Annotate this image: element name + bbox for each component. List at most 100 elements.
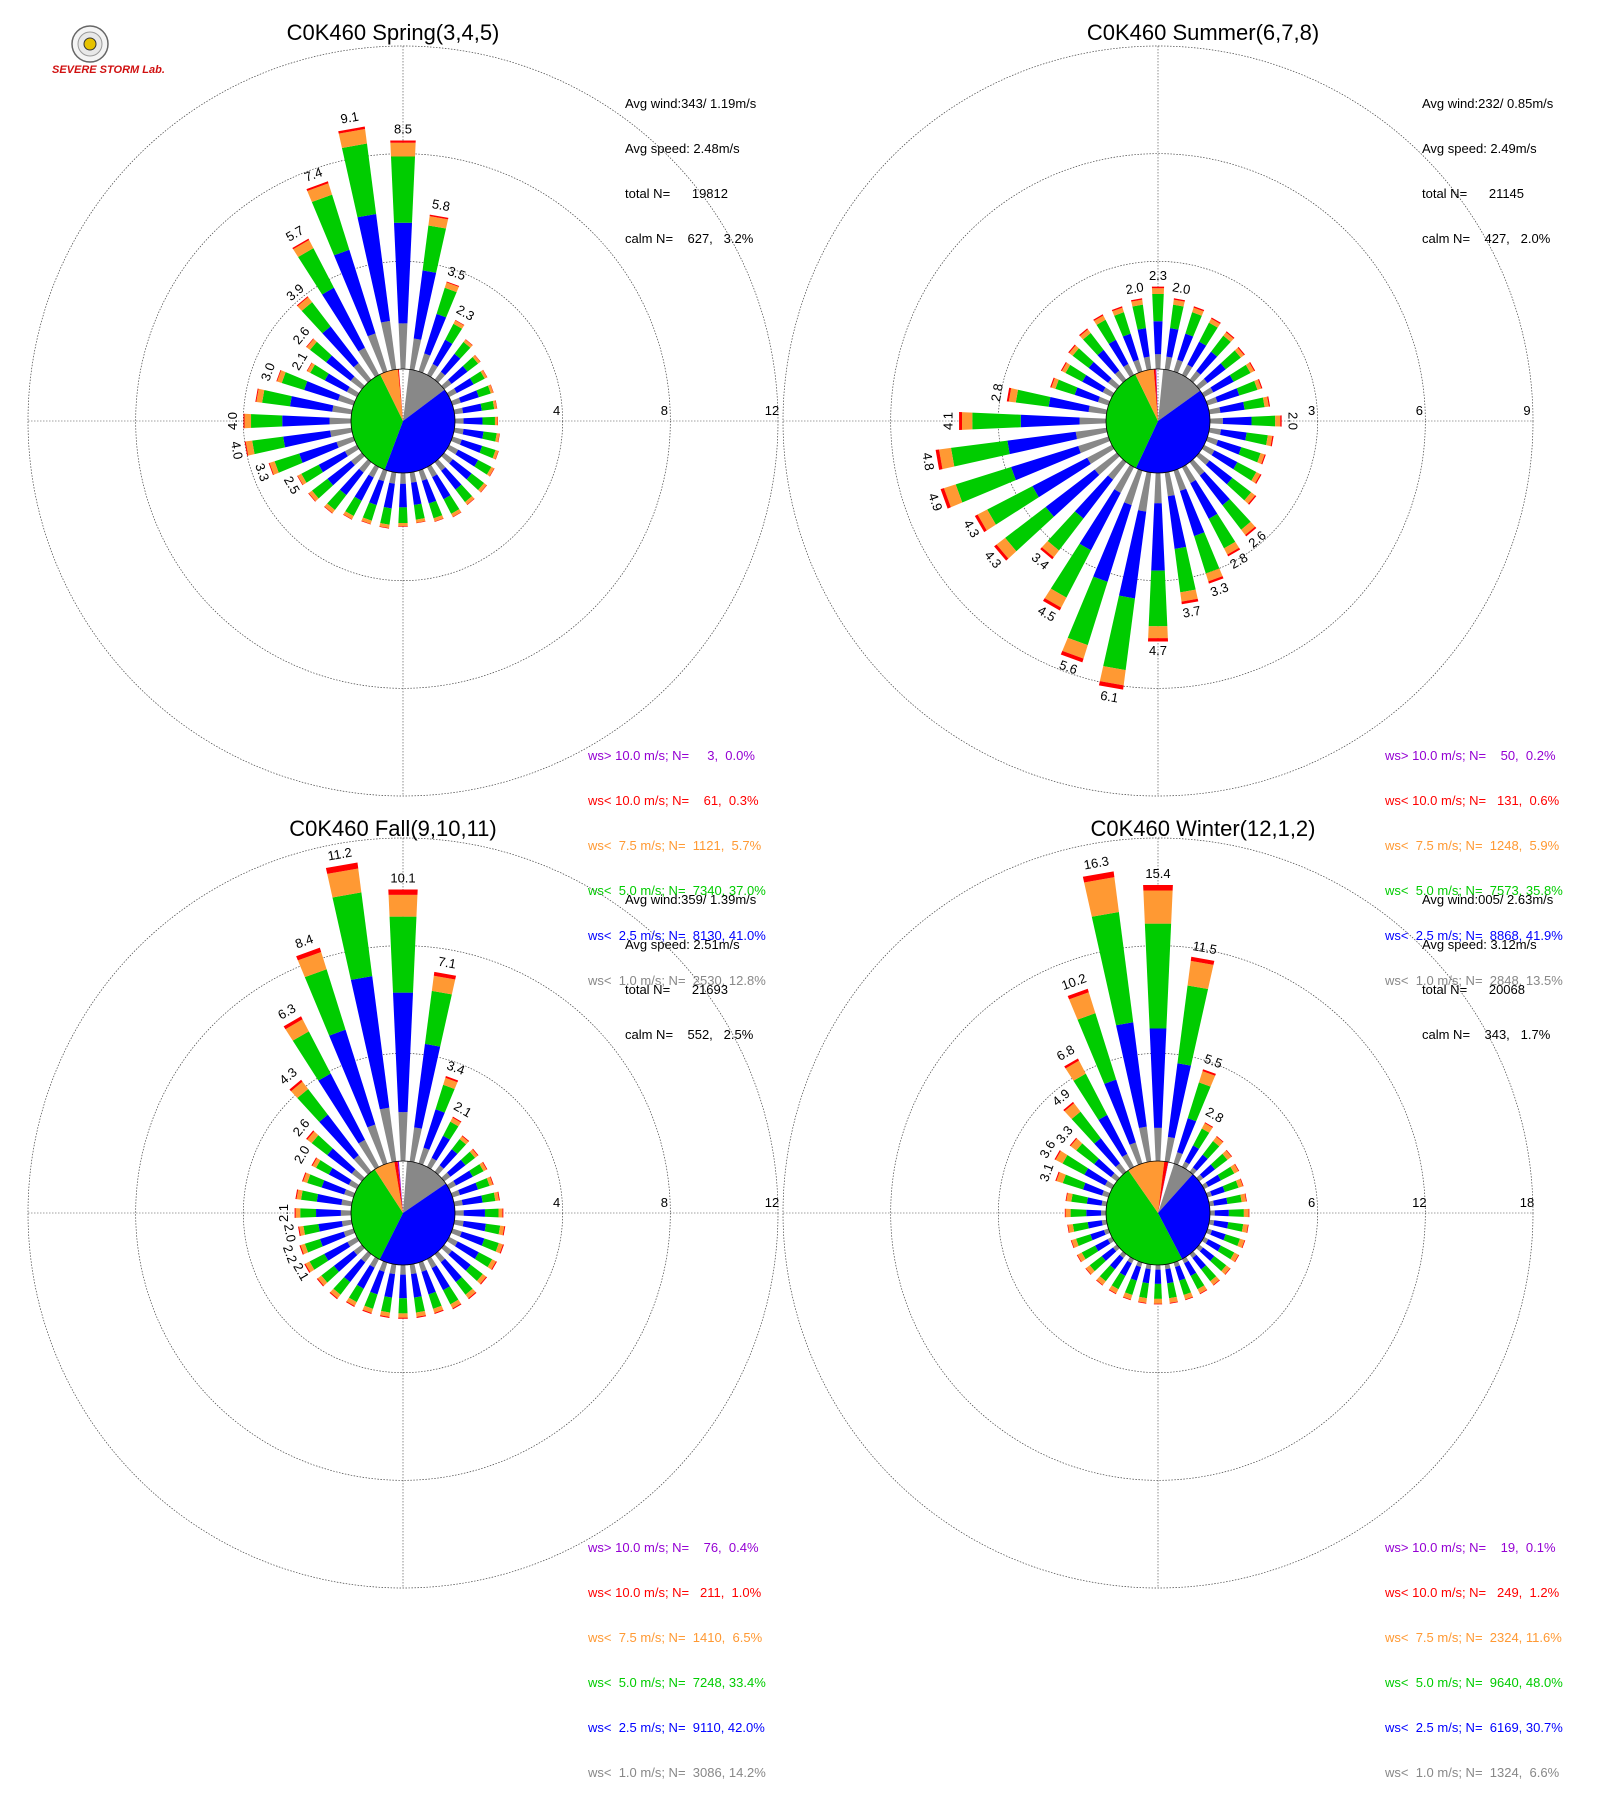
rose-bar-segment <box>282 372 308 390</box>
rose-bar-segment <box>1083 1183 1104 1196</box>
rose-bar-segment <box>1174 469 1187 491</box>
rose-bar-segment <box>1071 1194 1088 1204</box>
rose-bar-segment <box>411 1273 422 1297</box>
bar-value-label: 3.1 <box>1036 1161 1056 1183</box>
rose-bar-segment <box>1125 1279 1137 1296</box>
rose-bar-segment <box>398 507 407 523</box>
rose-bar-segment <box>1165 1137 1175 1162</box>
rose-bar-segment <box>1174 360 1183 373</box>
bar-value-label: 4.0 <box>228 440 246 460</box>
rose-bar-segment <box>1210 1210 1215 1215</box>
rose-bar-segment <box>1139 1127 1151 1163</box>
rose-bar-segment <box>455 1210 464 1216</box>
rose-bar-segment <box>388 889 417 894</box>
ring-tick-label: 8 <box>661 1195 668 1210</box>
rose-bar-segment <box>972 413 1021 430</box>
rose-bar-segment <box>1216 388 1240 402</box>
bar-value-label: 11.5 <box>1191 938 1218 957</box>
rose-bar-segment <box>317 1194 343 1205</box>
rose-bar-segment <box>1133 360 1142 373</box>
rose-bar-segment <box>1114 312 1130 336</box>
rose-bar-segment <box>1066 1209 1071 1217</box>
rose-bar-segment <box>1153 321 1162 354</box>
rose-bar-segment <box>1223 417 1252 425</box>
rose-bar-segment <box>398 526 408 527</box>
rose-bar-segment <box>464 1209 485 1216</box>
rose-bar-segment <box>398 1318 408 1319</box>
rose-bar-segment <box>391 156 415 222</box>
rose-bar-segment <box>1063 1175 1086 1190</box>
rose-bar-segment <box>1088 406 1107 415</box>
rose-bar-segment <box>1243 398 1264 410</box>
rose-bar-segment <box>369 479 384 505</box>
rose-bar-segment <box>379 469 388 481</box>
rose-bar-segment <box>399 1275 407 1299</box>
rose-bar-segment <box>1154 1304 1162 1305</box>
rose-bar-segment <box>410 1127 422 1162</box>
rose-bar-segment <box>283 430 331 447</box>
rose-bar-segment <box>400 1265 406 1275</box>
rose-bar-segment <box>1155 1270 1161 1284</box>
bar-value-label: 6.8 <box>1054 1042 1077 1064</box>
bar-value-label: 2.0 <box>281 1223 299 1243</box>
rose-bar-segment <box>394 223 412 324</box>
rose-bar-segment <box>338 395 355 406</box>
rose-bar-segment <box>454 378 474 393</box>
rose-bar-segment <box>1165 1268 1173 1283</box>
rose-bar-segment <box>427 364 438 377</box>
rose-bar-segment <box>298 248 334 294</box>
rose-bar-segment <box>429 1292 442 1309</box>
rose-bar-segment <box>1154 473 1161 503</box>
rose-bar-segment <box>502 1208 503 1217</box>
rose-bar-segment <box>332 405 352 414</box>
bar-value-label: 4.1 <box>940 412 955 430</box>
rose-bar-segment <box>410 472 417 483</box>
ring-tick-label: 6 <box>1308 1195 1315 1210</box>
rose-bar-segment <box>1210 418 1223 424</box>
rose-bar-segment <box>1199 323 1218 346</box>
rose-bar-segment <box>399 484 407 508</box>
rose-bar-segment <box>495 417 498 426</box>
bar-value-label: 4.0 <box>225 412 240 430</box>
rose-bar-segment <box>1152 287 1164 289</box>
rose-bar-segment <box>1206 397 1217 405</box>
rose-bar-segment <box>1222 499 1250 530</box>
rose-bar-segment <box>245 414 251 428</box>
rose-bar-segment <box>342 144 376 218</box>
bar-value-label: 8.5 <box>394 122 412 137</box>
ring-tick-label: 12 <box>765 1195 779 1210</box>
rose-bar-segment <box>1206 1175 1221 1187</box>
rose-bar-segment <box>1080 417 1106 424</box>
bar-value-label: 7.1 <box>437 954 457 972</box>
bar-value-label: 2.3 <box>454 302 477 324</box>
rose-bar-segment <box>459 390 479 402</box>
bar-value-label: 6.3 <box>275 1001 298 1023</box>
rose-bar-segment <box>1177 985 1208 1065</box>
rose-bar-segment <box>1120 1261 1132 1276</box>
rose-bar-segment <box>482 1239 499 1252</box>
rose-bar-segment <box>1103 596 1135 670</box>
rose-bar-segment <box>330 428 352 437</box>
rose-bar-segment <box>447 1160 466 1177</box>
rose-bar-segment <box>363 502 377 520</box>
rose-bar-segment <box>951 441 1010 467</box>
rose-bar-segment <box>1152 294 1164 321</box>
wind-rose-panel-fall: C0K460 Fall(9,10,11) Avg wind:359/ 1.39m… <box>0 820 810 1640</box>
rose-bar-segment <box>1223 1181 1239 1192</box>
rose-bar-segment <box>1132 305 1146 330</box>
rose-bar-segment <box>1149 571 1168 627</box>
rose-bar-segment <box>414 504 425 520</box>
rose-bar-segment <box>1275 415 1280 426</box>
rose-bar-segment <box>458 1183 478 1195</box>
rose-bar-segment <box>1206 437 1218 446</box>
rose-bar-segment <box>1220 429 1247 440</box>
rose-bar-segment <box>381 1296 392 1312</box>
rose-bar-segment <box>398 1298 407 1313</box>
rose-bar-segment <box>282 416 329 427</box>
rose-bar-segment <box>1138 328 1150 357</box>
rose-bar-segment <box>1021 415 1080 427</box>
rose-bar-segment <box>1167 1282 1177 1298</box>
bar-value-label: 3.5 <box>446 263 468 283</box>
rose-bar-segment <box>1131 1265 1141 1280</box>
